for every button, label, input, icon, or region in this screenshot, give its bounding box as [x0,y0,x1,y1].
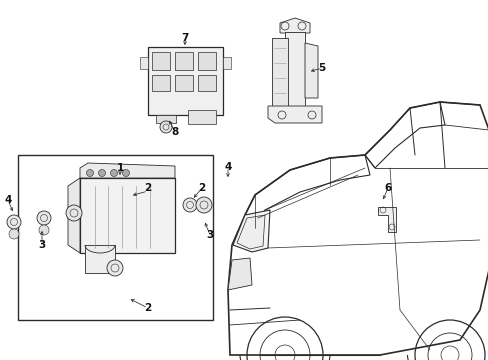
Bar [156,115,176,123]
Bar [187,110,216,124]
Circle shape [107,260,123,276]
Polygon shape [271,38,287,108]
Text: 6: 6 [384,183,391,193]
Bar [80,178,175,253]
Circle shape [196,197,212,213]
Circle shape [122,170,129,176]
Circle shape [9,229,19,239]
Circle shape [37,211,51,225]
Bar [175,52,193,70]
Polygon shape [267,106,321,123]
Circle shape [66,205,82,221]
Bar [198,75,216,91]
Circle shape [183,198,197,212]
Polygon shape [377,207,395,232]
Polygon shape [68,178,80,253]
Text: 4: 4 [4,195,12,205]
Text: 3: 3 [38,240,45,250]
Circle shape [98,170,105,176]
Text: 2: 2 [198,183,205,193]
Text: 1: 1 [116,163,123,173]
Polygon shape [280,18,309,33]
Text: 4: 4 [224,162,231,172]
Circle shape [86,170,93,176]
Text: 2: 2 [144,303,151,313]
Polygon shape [237,215,264,249]
Bar [198,52,216,70]
Polygon shape [227,258,251,290]
Bar [140,57,148,69]
Text: 2: 2 [144,183,151,193]
Circle shape [39,225,49,235]
Circle shape [110,170,117,176]
Bar [223,57,230,69]
Polygon shape [285,32,305,113]
Polygon shape [232,210,269,252]
Circle shape [160,121,172,133]
Bar [148,47,223,115]
Text: 3: 3 [206,230,213,240]
Text: 8: 8 [171,127,178,137]
Polygon shape [305,43,317,98]
Polygon shape [80,163,175,178]
Circle shape [7,215,21,229]
Bar [18,155,213,320]
Polygon shape [85,245,115,273]
Text: 5: 5 [318,63,325,73]
Text: 7: 7 [181,33,188,43]
Bar [152,52,170,70]
Bar [152,75,170,91]
Bar [175,75,193,91]
